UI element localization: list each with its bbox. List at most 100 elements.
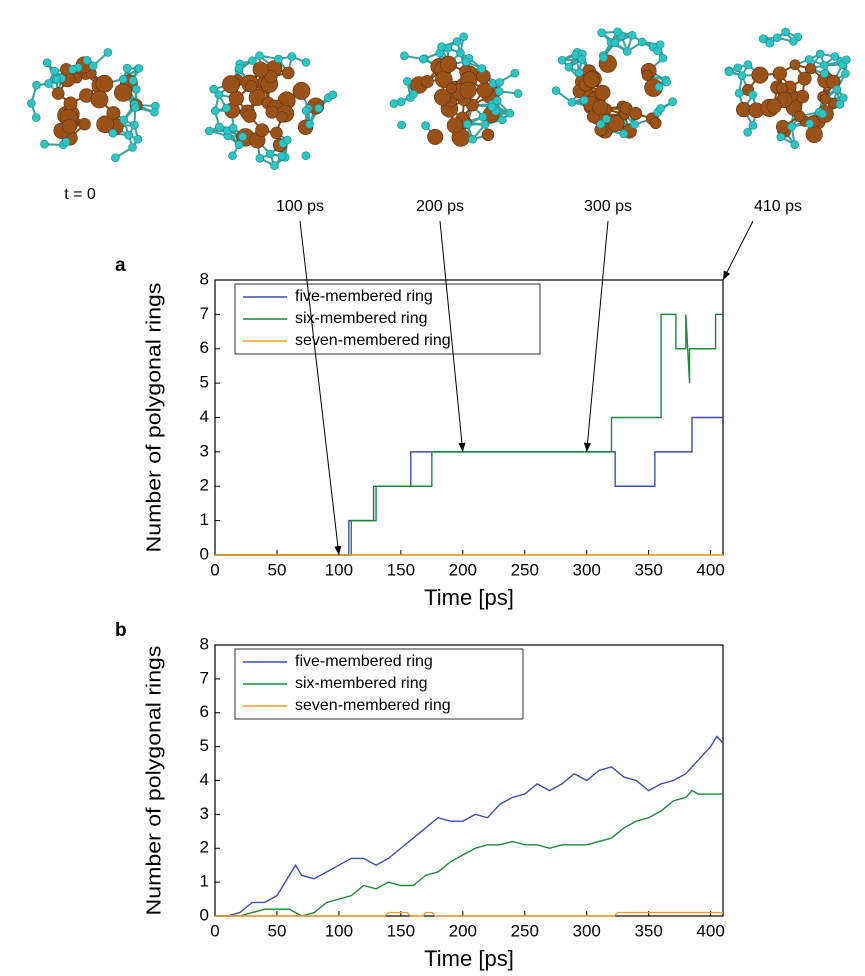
atom xyxy=(657,104,665,112)
atom xyxy=(642,70,652,80)
atom xyxy=(766,39,774,47)
legend-label: five-membered ring xyxy=(295,288,433,305)
atom xyxy=(734,64,742,72)
y-tick-label: 3 xyxy=(200,804,209,823)
atom xyxy=(302,107,310,115)
panel-label: b xyxy=(115,620,127,641)
atom xyxy=(593,100,608,115)
atom xyxy=(752,67,768,83)
y-tick-label: 7 xyxy=(200,304,209,323)
atom xyxy=(427,129,442,144)
annotation-label: 300 ps xyxy=(584,198,632,215)
legend-label: seven-membered ring xyxy=(295,332,451,349)
atom xyxy=(266,150,274,158)
x-tick-label: 200 xyxy=(449,921,477,940)
atom xyxy=(463,120,471,128)
atom xyxy=(565,63,573,71)
atom xyxy=(495,87,503,95)
atom xyxy=(52,88,64,100)
series-line xyxy=(215,791,723,916)
atom xyxy=(114,84,132,102)
atom xyxy=(575,69,583,77)
x-tick-label: 0 xyxy=(210,921,219,940)
atom xyxy=(816,50,824,58)
atom xyxy=(460,82,477,99)
atom xyxy=(111,154,119,162)
atom xyxy=(129,144,137,152)
annotation-arrow xyxy=(723,221,753,280)
atom xyxy=(134,135,142,143)
atom xyxy=(119,75,127,83)
atom xyxy=(91,91,108,108)
atom xyxy=(496,78,504,86)
atom xyxy=(735,89,743,97)
series-line xyxy=(215,418,723,556)
atom xyxy=(514,90,522,98)
atom xyxy=(805,56,813,64)
atom xyxy=(552,87,560,95)
x-tick-label: 0 xyxy=(210,560,219,579)
atom xyxy=(255,124,268,137)
figure: 012345678050100150200250300350400Time [p… xyxy=(0,0,865,976)
x-axis-title: Time [ps] xyxy=(424,946,514,971)
plot-frame xyxy=(215,645,723,916)
y-tick-label: 1 xyxy=(200,872,209,891)
atom xyxy=(749,91,757,99)
atom xyxy=(245,80,257,92)
atom xyxy=(96,75,113,92)
atom xyxy=(282,67,294,79)
x-tick-label: 50 xyxy=(267,560,286,579)
atom xyxy=(270,162,278,170)
atom xyxy=(64,97,77,110)
y-tick-label: 8 xyxy=(200,634,209,653)
atom xyxy=(478,65,486,73)
atom xyxy=(629,107,641,119)
atom xyxy=(390,100,398,108)
atom xyxy=(329,91,337,99)
atom xyxy=(107,106,120,119)
atom xyxy=(773,34,781,42)
atom xyxy=(438,43,446,51)
atom xyxy=(235,141,243,149)
atom xyxy=(222,76,239,93)
atom xyxy=(841,69,849,77)
y-tick-label: 5 xyxy=(200,373,209,392)
atom xyxy=(456,49,464,57)
atom xyxy=(595,85,610,100)
y-tick-label: 0 xyxy=(200,544,209,563)
x-tick-label: 350 xyxy=(634,560,662,579)
atom xyxy=(302,58,310,66)
atom xyxy=(32,114,40,122)
atom xyxy=(229,91,244,106)
y-tick-label: 3 xyxy=(200,441,209,460)
atom xyxy=(653,47,661,55)
x-tick-label: 400 xyxy=(696,921,724,940)
atom xyxy=(45,80,53,88)
atom xyxy=(460,33,468,41)
legend-label: five-membered ring xyxy=(295,653,433,670)
annotation-label: 410 ps xyxy=(754,198,802,215)
atom xyxy=(104,48,112,56)
y-tick-label: 0 xyxy=(200,905,209,924)
atom xyxy=(255,52,263,60)
x-tick-label: 350 xyxy=(634,921,662,940)
series-line xyxy=(215,736,723,916)
atom xyxy=(614,28,622,36)
atom xyxy=(511,69,519,77)
atom xyxy=(628,31,636,39)
atom xyxy=(243,109,257,123)
atom xyxy=(482,129,494,141)
x-axis-title: Time [ps] xyxy=(424,585,514,610)
atom xyxy=(798,72,811,85)
atom xyxy=(833,85,841,93)
atom xyxy=(659,54,667,62)
atom xyxy=(274,55,282,63)
atom xyxy=(578,56,586,64)
atom xyxy=(725,68,733,76)
x-tick-label: 200 xyxy=(449,560,477,579)
atom xyxy=(40,140,48,148)
atom xyxy=(315,104,323,112)
y-tick-label: 4 xyxy=(200,770,209,789)
atom xyxy=(481,120,489,128)
atom xyxy=(506,109,514,117)
